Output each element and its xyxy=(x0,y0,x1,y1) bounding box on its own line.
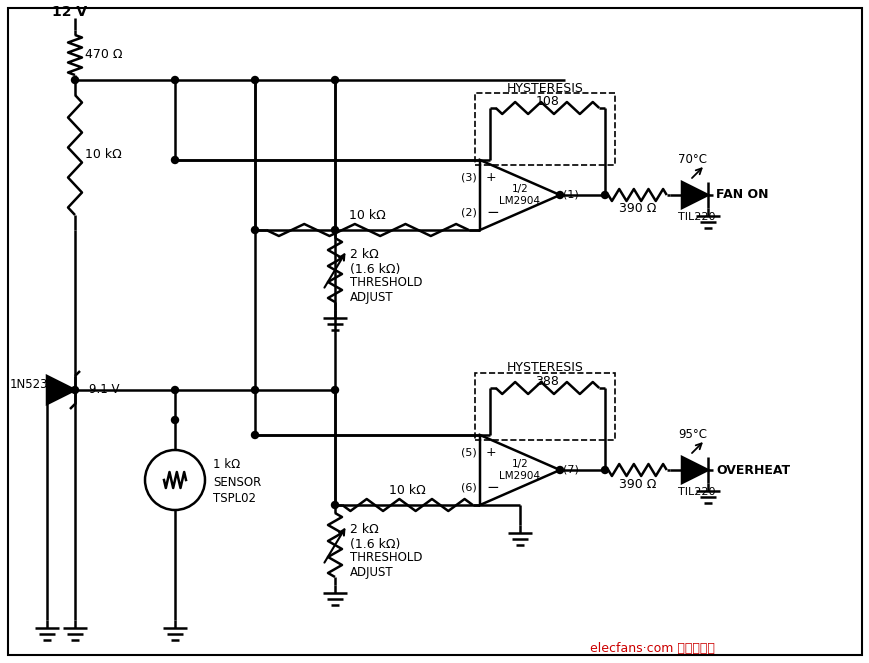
Text: +: + xyxy=(486,171,496,184)
Polygon shape xyxy=(681,182,707,208)
Circle shape xyxy=(331,501,338,509)
Circle shape xyxy=(600,192,607,198)
Circle shape xyxy=(251,387,258,394)
Text: TIL220: TIL220 xyxy=(678,212,715,222)
Circle shape xyxy=(331,387,338,394)
Text: SENSOR: SENSOR xyxy=(213,477,261,489)
Text: THRESHOLD
ADJUST: THRESHOLD ADJUST xyxy=(349,276,422,304)
Text: 10 kΩ: 10 kΩ xyxy=(348,210,386,223)
Text: (5): (5) xyxy=(461,448,476,457)
Text: 388: 388 xyxy=(535,375,559,388)
Circle shape xyxy=(556,467,563,473)
Text: (6): (6) xyxy=(461,483,476,493)
Circle shape xyxy=(171,416,178,424)
Text: OVERHEAT: OVERHEAT xyxy=(715,463,789,477)
Text: −: − xyxy=(486,480,498,495)
Circle shape xyxy=(251,76,258,84)
Circle shape xyxy=(171,76,178,84)
Text: elecfans·com 电子发烧友: elecfans·com 电子发烧友 xyxy=(589,642,714,654)
Circle shape xyxy=(331,76,338,84)
Circle shape xyxy=(251,432,258,438)
Circle shape xyxy=(600,467,607,473)
Text: HYSTERESIS: HYSTERESIS xyxy=(506,82,583,95)
Text: 2 kΩ
(1.6 kΩ): 2 kΩ (1.6 kΩ) xyxy=(349,523,400,551)
Text: 12 V: 12 V xyxy=(52,5,88,19)
Circle shape xyxy=(331,227,338,233)
Text: TSPL02: TSPL02 xyxy=(213,491,255,505)
Text: 390 Ω: 390 Ω xyxy=(618,202,655,215)
Text: 2 kΩ
(1.6 kΩ): 2 kΩ (1.6 kΩ) xyxy=(349,248,400,276)
Text: 470 Ω: 470 Ω xyxy=(85,48,123,62)
Circle shape xyxy=(251,227,258,233)
Text: 9.1 V: 9.1 V xyxy=(89,383,119,396)
Text: −: − xyxy=(486,205,498,220)
Text: 1/2
LM2904: 1/2 LM2904 xyxy=(499,184,540,206)
Text: 10 kΩ: 10 kΩ xyxy=(85,149,122,162)
Text: (1): (1) xyxy=(562,190,578,200)
Circle shape xyxy=(71,76,78,84)
Text: (7): (7) xyxy=(562,465,578,475)
Text: 390 Ω: 390 Ω xyxy=(618,477,655,491)
Text: (2): (2) xyxy=(461,208,476,217)
Polygon shape xyxy=(47,376,75,404)
Text: TIL220: TIL220 xyxy=(678,487,715,497)
Text: THRESHOLD
ADJUST: THRESHOLD ADJUST xyxy=(349,551,422,579)
Text: 70°C: 70°C xyxy=(678,154,706,166)
Text: HYSTERESIS: HYSTERESIS xyxy=(506,361,583,375)
Bar xyxy=(474,373,614,440)
Circle shape xyxy=(171,156,178,164)
Text: FAN ON: FAN ON xyxy=(715,188,767,202)
Circle shape xyxy=(556,192,563,198)
Bar xyxy=(474,93,614,165)
Text: 95°C: 95°C xyxy=(678,428,706,442)
Circle shape xyxy=(171,387,178,394)
Text: 10 kΩ: 10 kΩ xyxy=(388,485,426,497)
Text: 108: 108 xyxy=(535,95,559,108)
Polygon shape xyxy=(681,457,707,483)
Circle shape xyxy=(71,387,78,394)
Text: +: + xyxy=(486,446,496,459)
Text: 1N5239: 1N5239 xyxy=(10,379,56,391)
Text: (3): (3) xyxy=(461,172,476,182)
Text: 1/2
LM2904: 1/2 LM2904 xyxy=(499,459,540,481)
Text: 1 kΩ: 1 kΩ xyxy=(213,459,240,471)
